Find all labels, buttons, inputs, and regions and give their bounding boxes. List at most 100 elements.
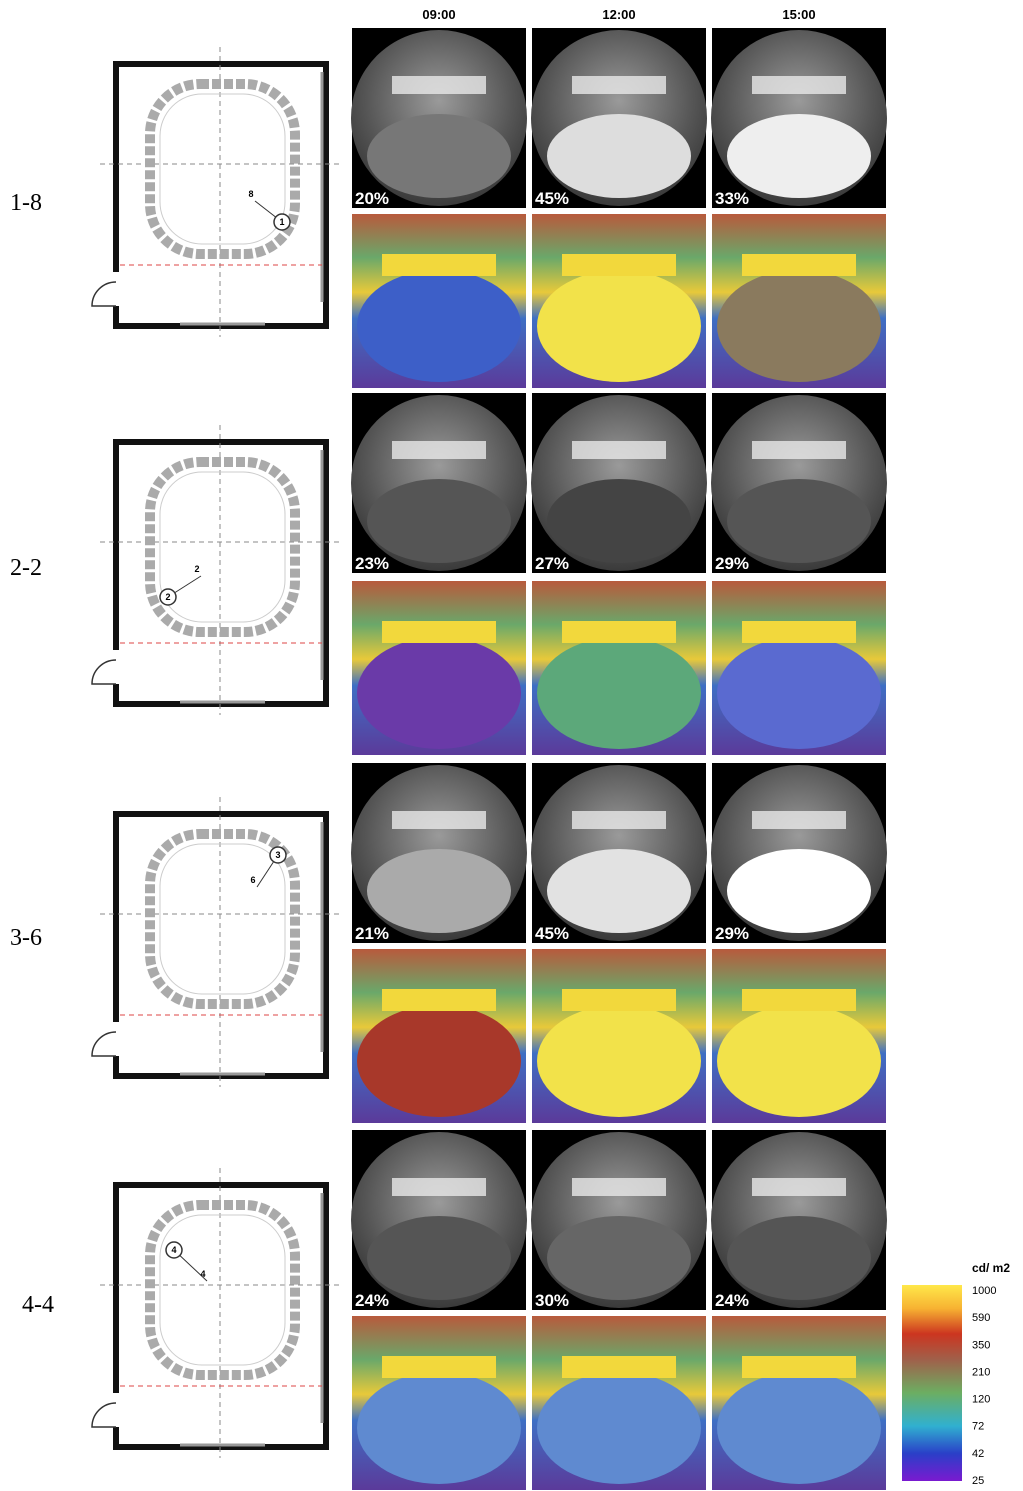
fisheye-floor: [367, 1216, 511, 1300]
floor-plan: 36: [92, 797, 340, 1087]
window-band: [392, 76, 486, 94]
window-band: [392, 1178, 486, 1196]
row-label: 1-8: [10, 190, 42, 216]
door-gap: [112, 650, 120, 684]
legend-tick: 25: [972, 1475, 984, 1487]
direction-label: 6: [250, 875, 255, 885]
fisheye-floor: [367, 479, 511, 563]
window-band-luminance: [742, 254, 856, 276]
table-chairs: [150, 462, 295, 632]
column-header: 12:00: [602, 7, 635, 22]
fisheye-floor: [547, 1216, 691, 1300]
window-band: [752, 76, 846, 94]
luminance-floor: [717, 1372, 881, 1484]
direction-label: 4: [200, 1269, 205, 1279]
legend-title: cd/ m2: [972, 1261, 1010, 1275]
luminance-floor: [537, 1005, 701, 1117]
table-chairs: [150, 84, 295, 254]
legend-tick: 42: [972, 1448, 984, 1460]
glare-percent: 45%: [535, 189, 569, 208]
viewpoint-label: 3: [275, 850, 280, 860]
floor-plan: 22: [92, 425, 340, 715]
window-band-luminance: [562, 254, 676, 276]
window-band: [752, 811, 846, 829]
column-header: 15:00: [782, 7, 815, 22]
luminance-floor: [717, 270, 881, 382]
viewpoint-label: 1: [279, 217, 284, 227]
window-band-luminance: [382, 1356, 496, 1378]
window-band-luminance: [562, 621, 676, 643]
row-label: 3-6: [10, 925, 42, 951]
glare-percent: 21%: [355, 924, 389, 943]
fisheye-floor: [727, 849, 871, 933]
fisheye-floor: [727, 479, 871, 563]
door-gap: [112, 272, 120, 306]
luminance-floor: [537, 1372, 701, 1484]
luminance-floor: [357, 637, 521, 749]
fisheye-floor: [727, 114, 871, 198]
legend-tick: 210: [972, 1366, 990, 1378]
floor-plan: 18: [92, 47, 340, 337]
color-scale: [902, 1285, 962, 1481]
legend-tick: 1000: [972, 1285, 996, 1297]
fisheye-floor: [547, 114, 691, 198]
window-band: [572, 441, 666, 459]
table-chairs: [150, 1205, 295, 1375]
luminance-floor: [537, 270, 701, 382]
glare-percent: 24%: [355, 1291, 389, 1310]
window-band-luminance: [742, 989, 856, 1011]
column-header: 09:00: [422, 7, 455, 22]
window-band: [752, 441, 846, 459]
direction-label: 2: [194, 564, 199, 574]
glare-percent: 29%: [715, 924, 749, 943]
window-band-luminance: [382, 989, 496, 1011]
luminance-floor: [357, 1005, 521, 1117]
window-band-luminance: [562, 1356, 676, 1378]
floor-plan: 44: [92, 1168, 340, 1458]
window-band-luminance: [382, 621, 496, 643]
window-band-luminance: [562, 989, 676, 1011]
glare-percent: 27%: [535, 554, 569, 573]
window-band: [392, 811, 486, 829]
table-inner: [160, 472, 285, 622]
glare-percent: 45%: [535, 924, 569, 943]
luminance-floor: [717, 1005, 881, 1117]
row-label: 2-2: [10, 555, 42, 581]
glare-percent: 23%: [355, 554, 389, 573]
luminance-floor: [357, 270, 521, 382]
glare-percent: 20%: [355, 189, 389, 208]
window-band: [572, 76, 666, 94]
glare-percent: 24%: [715, 1291, 749, 1310]
door-gap: [112, 1393, 120, 1427]
figure: cd/ m2 09:0012:0015:001-81820%45%33%2-22…: [0, 0, 1023, 1491]
table-inner: [160, 844, 285, 994]
window-band-luminance: [382, 254, 496, 276]
window-band: [752, 1178, 846, 1196]
viewpoint-label: 4: [171, 1245, 176, 1255]
luminance-floor: [717, 637, 881, 749]
window-band: [572, 811, 666, 829]
door-gap: [112, 1022, 120, 1056]
legend-tick: 350: [972, 1339, 990, 1351]
glare-percent: 33%: [715, 189, 749, 208]
legend-tick: 120: [972, 1394, 990, 1406]
fisheye-floor: [727, 1216, 871, 1300]
glare-percent: 30%: [535, 1291, 569, 1310]
legend-tick: 590: [972, 1312, 990, 1324]
row-label: 4-4: [22, 1292, 54, 1318]
table-inner: [160, 94, 285, 244]
window-band-luminance: [742, 621, 856, 643]
fisheye-floor: [547, 479, 691, 563]
glare-percent: 29%: [715, 554, 749, 573]
window-band-luminance: [742, 1356, 856, 1378]
direction-label: 8: [248, 189, 253, 199]
fisheye-floor: [547, 849, 691, 933]
window-band: [392, 441, 486, 459]
fisheye-floor: [367, 114, 511, 198]
fisheye-floor: [367, 849, 511, 933]
legend-tick: 72: [972, 1421, 984, 1433]
window-band: [572, 1178, 666, 1196]
luminance-floor: [537, 637, 701, 749]
luminance-floor: [357, 1372, 521, 1484]
table-inner: [160, 1215, 285, 1365]
